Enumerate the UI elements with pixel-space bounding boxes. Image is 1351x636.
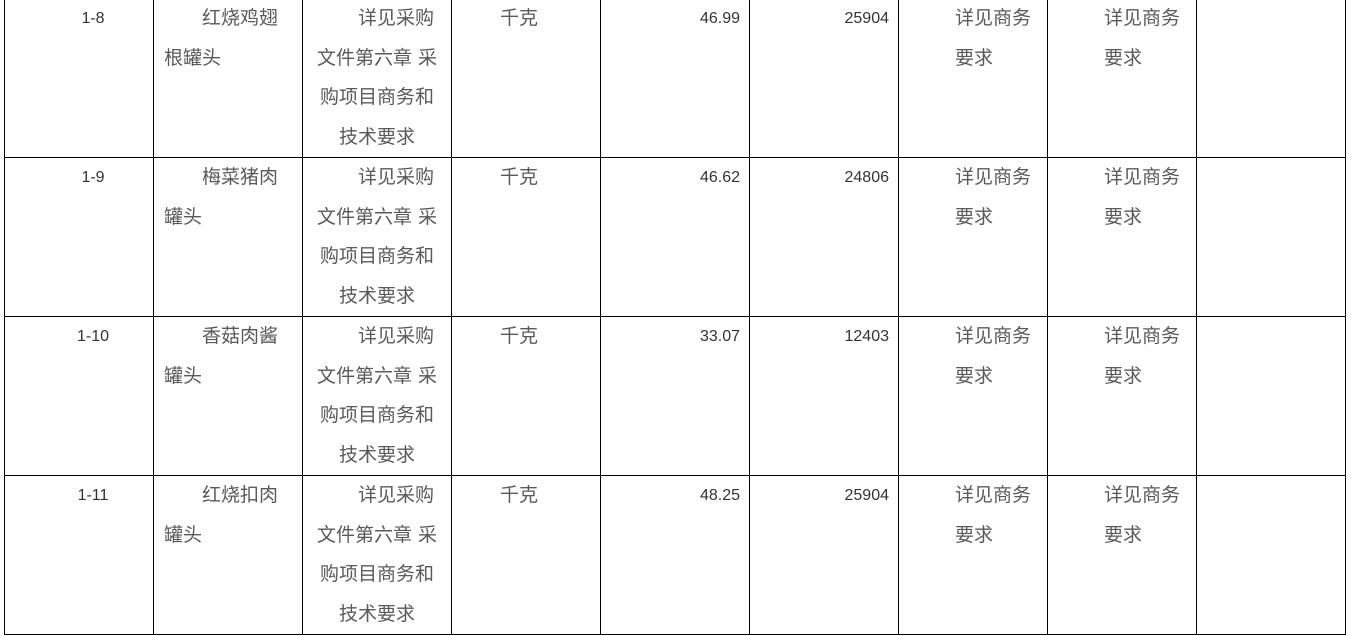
table-row: 1-8 红烧鸡翅根罐头 详见采购文件第六章 采购项目商务和技术要求 千克 46.… xyxy=(4,0,1346,158)
price-cell: 46.62 xyxy=(600,157,750,317)
price-cell: 48.25 xyxy=(600,475,750,635)
item-name-cell: 红烧鸡翅根罐头 xyxy=(153,0,303,158)
item-code-cell: 1-8 xyxy=(4,0,154,158)
unit-cell: 千克 xyxy=(451,316,601,476)
business-req-cell: 详见商务要求 xyxy=(898,475,1048,635)
item-spec-cell: 详见采购文件第六章 采购项目商务和技术要求 xyxy=(302,0,452,158)
price-cell: 46.99 xyxy=(600,0,750,158)
table-row: 1-9 梅菜猪肉罐头 详见采购文件第六章 采购项目商务和技术要求 千克 46.6… xyxy=(4,157,1346,317)
item-name-cell: 香菇肉酱罐头 xyxy=(153,316,303,476)
delivery-req-cell: 详见商务要求 xyxy=(1047,157,1197,317)
item-code-cell: 1-11 xyxy=(4,475,154,635)
item-spec-cell: 详见采购文件第六章 采购项目商务和技术要求 xyxy=(302,475,452,635)
quantity-cell: 12403 xyxy=(749,316,899,476)
note-cell xyxy=(1196,157,1346,317)
delivery-req-cell: 详见商务要求 xyxy=(1047,0,1197,158)
delivery-req-cell: 详见商务要求 xyxy=(1047,316,1197,476)
table-row: 1-10 香菇肉酱罐头 详见采购文件第六章 采购项目商务和技术要求 千克 33.… xyxy=(4,316,1346,476)
unit-cell: 千克 xyxy=(451,475,601,635)
item-name-cell: 红烧扣肉罐头 xyxy=(153,475,303,635)
note-cell xyxy=(1196,316,1346,476)
business-req-cell: 详见商务要求 xyxy=(898,0,1048,158)
item-code-cell: 1-10 xyxy=(4,316,154,476)
quantity-cell: 25904 xyxy=(749,475,899,635)
procurement-table: 1-8 红烧鸡翅根罐头 详见采购文件第六章 采购项目商务和技术要求 千克 46.… xyxy=(4,0,1346,635)
item-spec-cell: 详见采购文件第六章 采购项目商务和技术要求 xyxy=(302,157,452,317)
table-row: 1-11 红烧扣肉罐头 详见采购文件第六章 采购项目商务和技术要求 千克 48.… xyxy=(4,475,1346,635)
quantity-cell: 24806 xyxy=(749,157,899,317)
business-req-cell: 详见商务要求 xyxy=(898,157,1048,317)
note-cell xyxy=(1196,475,1346,635)
item-spec-cell: 详见采购文件第六章 采购项目商务和技术要求 xyxy=(302,316,452,476)
unit-cell: 千克 xyxy=(451,157,601,317)
item-name-cell: 梅菜猪肉罐头 xyxy=(153,157,303,317)
unit-cell: 千克 xyxy=(451,0,601,158)
note-cell xyxy=(1196,0,1346,158)
quantity-cell: 25904 xyxy=(749,0,899,158)
price-cell: 33.07 xyxy=(600,316,750,476)
business-req-cell: 详见商务要求 xyxy=(898,316,1048,476)
item-code-cell: 1-9 xyxy=(4,157,154,317)
delivery-req-cell: 详见商务要求 xyxy=(1047,475,1197,635)
